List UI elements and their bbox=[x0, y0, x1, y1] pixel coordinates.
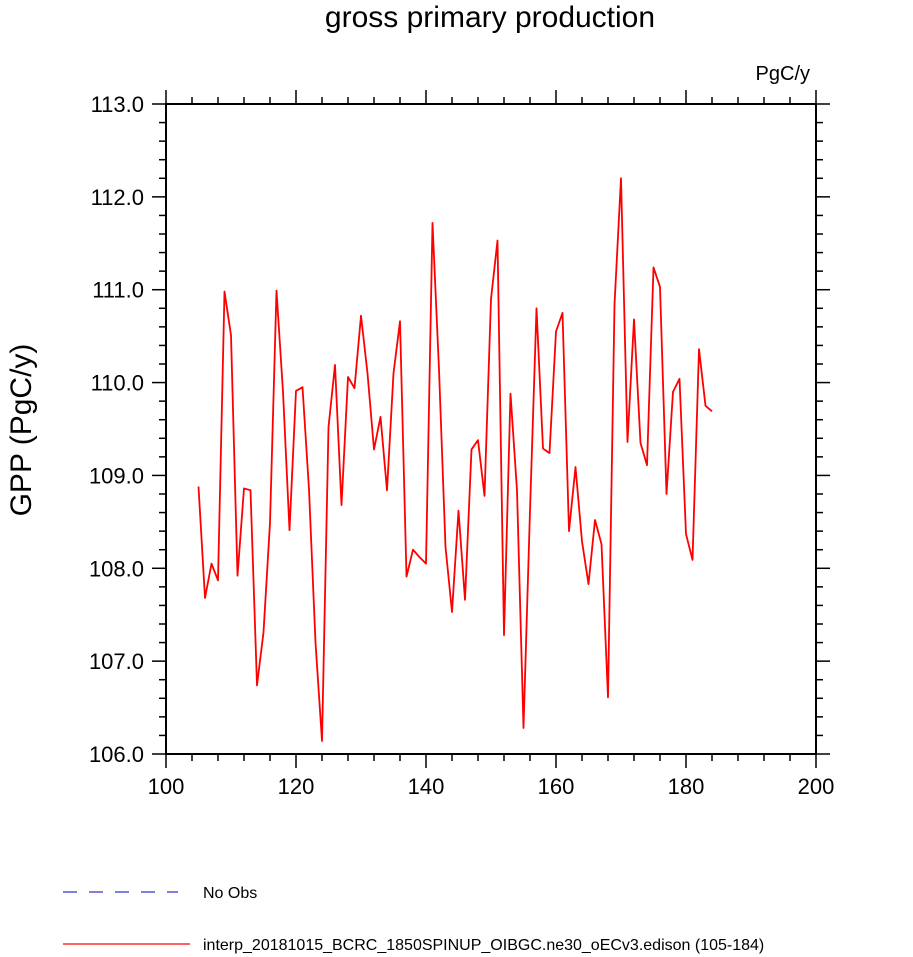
y-axis-ticks bbox=[152, 103, 830, 755]
x-tick-label: 160 bbox=[538, 774, 575, 799]
legend: No Obs interp_20181015_BCRC_1850SPINUP_O… bbox=[63, 885, 764, 954]
x-axis-tick-labels: 100 120 140 160 180 200 bbox=[148, 774, 835, 799]
y-tick-label: 108.0 bbox=[89, 556, 144, 581]
y-tick-label: 107.0 bbox=[89, 649, 144, 674]
y-tick-label: 106.0 bbox=[89, 742, 144, 767]
y-tick-label: 109.0 bbox=[89, 463, 144, 488]
legend-label-model: interp_20181015_BCRC_1850SPINUP_OIBGC.ne… bbox=[203, 937, 764, 954]
legend-label-no-obs: No Obs bbox=[203, 885, 257, 902]
y-tick-label: 111.0 bbox=[92, 278, 144, 303]
series-group bbox=[197, 177, 713, 742]
plot-frame bbox=[165, 103, 817, 755]
y-tick-label: 110.0 bbox=[91, 371, 144, 396]
x-tick-label: 200 bbox=[798, 774, 835, 799]
series-line bbox=[197, 177, 713, 742]
y-axis-label: GPP (PgC/y) bbox=[5, 344, 38, 517]
chart-title: gross primary production bbox=[325, 1, 655, 34]
x-axis-ticks bbox=[165, 90, 817, 768]
y-tick-label: 113.0 bbox=[91, 92, 144, 117]
units-label: PgC/y bbox=[756, 63, 810, 85]
x-tick-label: 140 bbox=[408, 774, 445, 799]
y-tick-label: 112.0 bbox=[91, 185, 144, 210]
x-tick-label: 180 bbox=[668, 774, 705, 799]
x-tick-label: 120 bbox=[278, 774, 315, 799]
x-tick-label: 100 bbox=[148, 774, 185, 799]
y-axis-tick-labels: 106.0 107.0 108.0 109.0 110.0 111.0 112.0 113.0 bbox=[89, 92, 144, 767]
